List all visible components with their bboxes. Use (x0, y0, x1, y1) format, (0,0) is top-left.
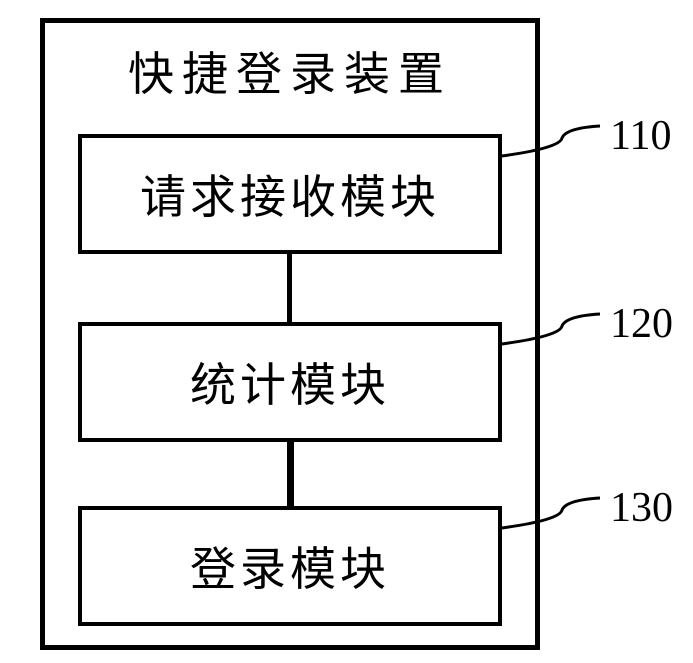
leader-line-130 (0, 0, 693, 663)
diagram-canvas: 快捷登录装置 请求接收模块 110 统计模块 120 登录模块 130 (0, 0, 693, 663)
connector-2-3 (287, 442, 294, 506)
connector-1-2 (287, 254, 292, 322)
leader-path-130 (502, 498, 600, 528)
